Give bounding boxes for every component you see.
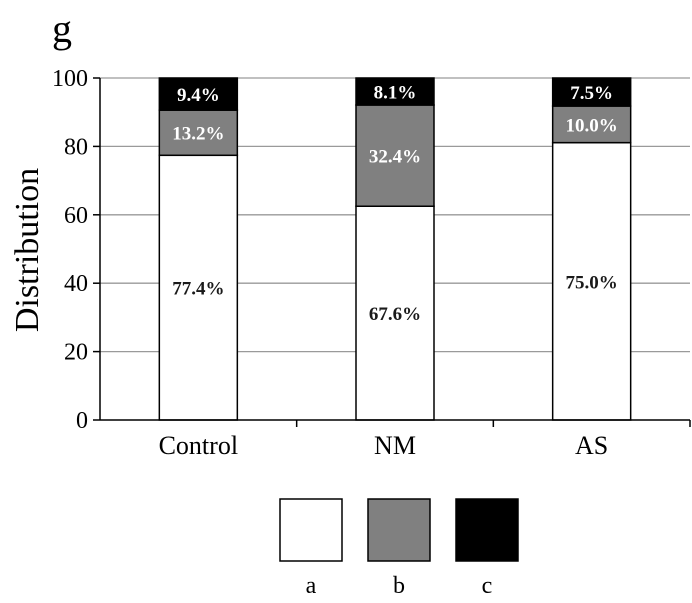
data-label: 75.0% xyxy=(566,272,618,293)
y-tick-label: 60 xyxy=(64,203,88,229)
y-tick-label: 0 xyxy=(76,408,88,434)
legend-swatch-c xyxy=(455,498,519,562)
bar-segment-a-as xyxy=(551,141,632,421)
bar-segment-c-nm xyxy=(355,77,435,106)
x-tick-label: Control xyxy=(159,431,238,460)
legend-swatch-b xyxy=(367,498,431,562)
bars: 77.4% 13.2% 9.4% 67.6% 32.4% 8.1% 75.0% 10.0% 7.… xyxy=(158,77,632,421)
data-label: 7.5% xyxy=(570,83,613,104)
panel-label: g xyxy=(52,6,72,51)
y-tick-label: 80 xyxy=(64,134,88,160)
y-tick-label: 100 xyxy=(52,66,88,92)
bar-segment-b-control xyxy=(158,109,239,157)
bar-segment-c-control xyxy=(158,77,239,111)
bar-segment-b-as xyxy=(551,105,632,144)
y-tick-label: 20 xyxy=(64,340,88,366)
legend-label-c: c xyxy=(482,573,493,599)
y-axis-title: Distribution xyxy=(9,168,46,332)
bar-segment-a-control xyxy=(158,154,239,421)
y-tick-label: 40 xyxy=(64,271,88,297)
legend-label-a: a xyxy=(306,573,317,599)
legend: a b c xyxy=(279,498,519,599)
data-label: 13.2% xyxy=(172,124,224,145)
data-label: 67.6% xyxy=(369,304,421,325)
legend-swatch-a xyxy=(279,498,343,562)
x-tick-label: AS xyxy=(575,431,608,460)
axes: 0 20 40 60 80 100 Control NM AS xyxy=(52,66,691,460)
legend-label-b: b xyxy=(393,573,405,599)
data-label: 32.4% xyxy=(369,147,421,168)
x-tick-label: NM xyxy=(374,431,416,460)
data-label: 9.4% xyxy=(177,85,220,106)
data-label: 8.1% xyxy=(374,83,417,104)
data-label: 77.4% xyxy=(172,279,224,300)
data-label: 10.0% xyxy=(566,115,618,136)
bar-segment-c-as xyxy=(551,77,632,107)
